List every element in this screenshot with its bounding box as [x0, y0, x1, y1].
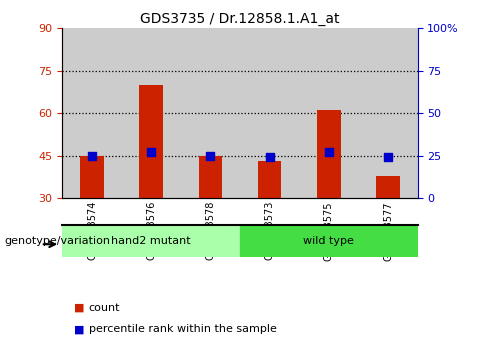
Bar — [317, 110, 341, 198]
Bar — [121, 28, 181, 198]
Text: wild type: wild type — [303, 236, 354, 246]
Point — [325, 149, 333, 155]
Bar — [240, 225, 418, 257]
Bar — [181, 28, 240, 198]
Point — [206, 153, 214, 159]
Bar — [139, 85, 163, 198]
Bar — [299, 28, 359, 198]
Point — [88, 153, 96, 159]
Text: count: count — [89, 303, 120, 313]
Bar — [376, 176, 400, 198]
Text: percentile rank within the sample: percentile rank within the sample — [89, 324, 276, 334]
Point — [147, 149, 155, 155]
Bar — [240, 28, 299, 198]
Bar — [199, 156, 222, 198]
Text: ■: ■ — [74, 324, 85, 334]
Bar — [359, 28, 418, 198]
Bar — [258, 161, 281, 198]
Title: GDS3735 / Dr.12858.1.A1_at: GDS3735 / Dr.12858.1.A1_at — [140, 12, 340, 26]
Text: ■: ■ — [74, 303, 85, 313]
Point — [266, 155, 274, 160]
Bar — [62, 225, 240, 257]
Point — [384, 155, 392, 160]
Text: hand2 mutant: hand2 mutant — [111, 236, 191, 246]
Bar — [62, 28, 121, 198]
Bar — [80, 156, 104, 198]
Text: genotype/variation: genotype/variation — [5, 236, 111, 246]
